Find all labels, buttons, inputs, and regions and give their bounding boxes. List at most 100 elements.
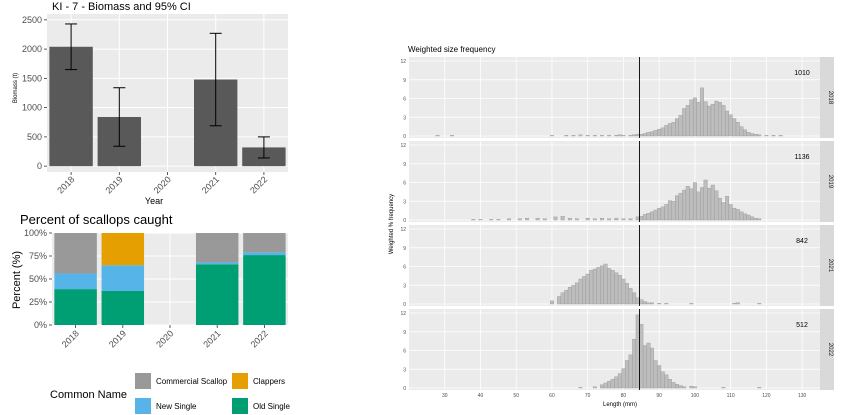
frequency-bar bbox=[628, 135, 633, 137]
size-frequency-x-axis-label: Length (mm) bbox=[603, 402, 637, 408]
facet-y-tick-label: 9 bbox=[403, 246, 406, 252]
frequency-bar bbox=[600, 135, 604, 137]
frequency-bar bbox=[692, 386, 697, 389]
frequency-bar bbox=[621, 368, 626, 389]
percent-x-tick-label: 2020 bbox=[154, 328, 175, 349]
frequency-bar bbox=[449, 135, 454, 137]
facet-count-label: 1010 bbox=[794, 70, 810, 77]
frequency-bar bbox=[689, 99, 694, 137]
frequency-bar bbox=[660, 371, 665, 389]
percent-y-tick-label: 25% bbox=[29, 297, 47, 307]
frequency-bar bbox=[660, 127, 665, 137]
frequency-bar bbox=[657, 303, 662, 305]
frequency-bar bbox=[607, 135, 612, 137]
frequency-bar bbox=[671, 122, 676, 137]
size-frequency-y-axis-label: Weighted % frequency bbox=[389, 194, 395, 254]
frequency-bar bbox=[610, 270, 615, 305]
frequency-bar bbox=[617, 373, 622, 389]
frequency-bar bbox=[735, 122, 740, 137]
frequency-bar bbox=[642, 301, 647, 305]
frequency-bar bbox=[557, 296, 562, 305]
facet-y-tick-label: 12 bbox=[400, 311, 406, 317]
frequency-bar bbox=[707, 187, 712, 221]
frequency-bar bbox=[689, 303, 694, 305]
frequency-bar bbox=[657, 365, 662, 389]
biomass-y-tick-label: 2500 bbox=[22, 15, 42, 25]
facet-x-tick-label: 110 bbox=[727, 393, 735, 399]
frequency-bar bbox=[746, 132, 751, 137]
legend-label: Commercial Scallop bbox=[156, 377, 228, 386]
frequency-bar bbox=[653, 360, 658, 389]
frequency-bar bbox=[635, 133, 640, 137]
frequency-bar bbox=[764, 135, 769, 137]
frequency-bar bbox=[625, 360, 629, 389]
frequency-bar bbox=[571, 285, 576, 305]
frequency-bar bbox=[564, 135, 569, 137]
frequency-bar bbox=[560, 216, 565, 221]
frequency-bar bbox=[607, 380, 612, 389]
frequency-bar bbox=[650, 347, 654, 389]
frequency-bar bbox=[685, 105, 690, 137]
facet-y-tick-label: 9 bbox=[403, 162, 406, 168]
frequency-bar bbox=[675, 384, 679, 389]
legend-key bbox=[232, 373, 248, 389]
frequency-bar bbox=[610, 379, 615, 389]
frequency-bar bbox=[710, 184, 715, 221]
frequency-bar bbox=[617, 134, 622, 137]
frequency-bar bbox=[553, 216, 558, 221]
frequency-bar bbox=[664, 374, 669, 389]
percent-x-tick-label: 2022 bbox=[249, 328, 270, 349]
frequency-bar bbox=[600, 265, 604, 305]
facet-y-tick-label: 12 bbox=[400, 227, 406, 233]
legend-key bbox=[135, 373, 151, 389]
frequency-bar bbox=[735, 209, 740, 221]
percent-x-tick-label: 2018 bbox=[60, 328, 81, 349]
frequency-bar bbox=[575, 218, 579, 221]
frequency-bar bbox=[575, 282, 579, 305]
frequency-bar bbox=[628, 354, 633, 389]
frequency-bar bbox=[732, 303, 737, 305]
frequency-bar bbox=[725, 110, 730, 137]
percent-x-tick-label: 2019 bbox=[107, 328, 128, 349]
facet-strip-label: 2022 bbox=[827, 343, 833, 357]
frequency-bar bbox=[628, 288, 633, 305]
frequency-bar bbox=[632, 339, 637, 389]
frequency-bar bbox=[653, 130, 658, 137]
frequency-bar bbox=[596, 266, 601, 305]
facet-panel bbox=[409, 141, 820, 222]
biomass-x-tick-label: 2021 bbox=[200, 174, 221, 195]
frequency-bar bbox=[635, 216, 640, 221]
frequency-bar bbox=[667, 379, 672, 389]
legend-label: Old Single bbox=[253, 402, 290, 411]
frequency-bar bbox=[664, 204, 669, 221]
legend-key bbox=[232, 398, 248, 414]
legend-title: Common Name bbox=[50, 389, 127, 401]
biomass-y-tick-label: 1500 bbox=[22, 73, 42, 83]
facet-y-tick-label: 12 bbox=[400, 143, 406, 149]
frequency-bar bbox=[778, 135, 783, 137]
facet-y-tick-label: 0 bbox=[403, 134, 406, 140]
frequency-bar bbox=[703, 101, 708, 137]
frequency-bar bbox=[732, 207, 737, 221]
facet-count-label: 842 bbox=[796, 238, 808, 245]
frequency-bar bbox=[603, 382, 608, 389]
frequency-bar bbox=[567, 286, 572, 305]
frequency-bar bbox=[685, 186, 690, 221]
frequency-bar bbox=[682, 189, 687, 221]
frequency-bar bbox=[746, 214, 751, 221]
percent-bar-segment bbox=[243, 255, 286, 325]
percent-y-tick-label: 75% bbox=[29, 251, 47, 261]
frequency-bar bbox=[650, 302, 654, 305]
frequency-bar bbox=[550, 300, 554, 305]
frequency-bar bbox=[642, 345, 647, 389]
percent-y-tick-label: 0% bbox=[34, 320, 47, 330]
frequency-bar bbox=[589, 270, 594, 305]
frequency-bar bbox=[471, 219, 476, 221]
frequency-bar bbox=[757, 387, 762, 389]
biomass-chart-title: KI - 7 - Biomass and 95% CI bbox=[52, 1, 191, 13]
facet-count-label: 1136 bbox=[794, 154, 809, 161]
frequency-bar bbox=[725, 196, 730, 221]
frequency-bar bbox=[692, 182, 697, 221]
frequency-bar bbox=[728, 114, 733, 137]
frequency-bar bbox=[717, 197, 722, 221]
